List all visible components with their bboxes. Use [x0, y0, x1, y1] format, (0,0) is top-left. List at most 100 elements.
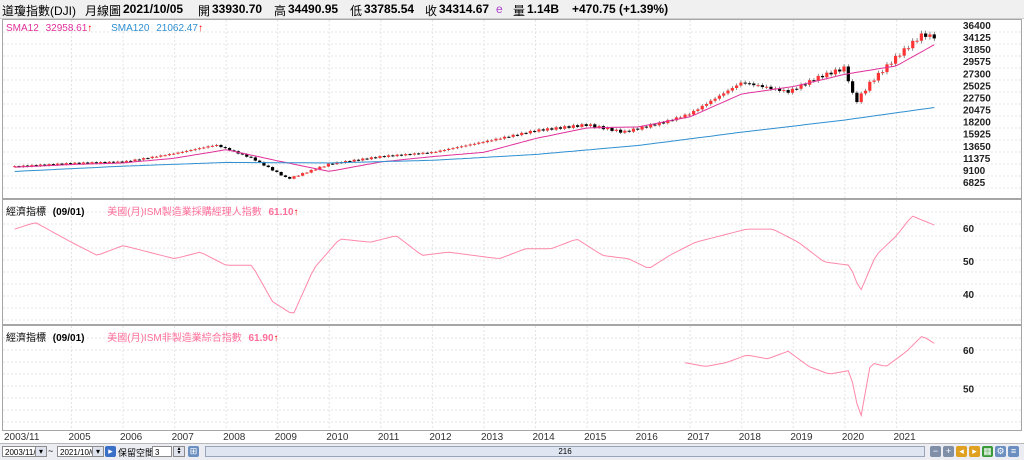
candle-body	[507, 136, 511, 138]
y-tick-label: 6825	[963, 178, 986, 189]
candle-body	[709, 100, 713, 105]
candle-body	[606, 127, 610, 130]
arrow-left-icon[interactable]: ◂	[956, 446, 967, 457]
candle-body	[485, 140, 489, 143]
y-tick-label: 27300	[963, 69, 991, 80]
candle-body	[911, 40, 915, 49]
zoom-out-icon[interactable]: −	[930, 446, 941, 457]
candle-body	[421, 152, 425, 154]
candle-body	[395, 154, 399, 157]
chevron-down-icon[interactable]: ▾	[35, 446, 47, 457]
candle-body	[631, 128, 636, 132]
y-tick-label: 60	[963, 224, 975, 235]
candle-body	[533, 130, 537, 132]
zoom-icon[interactable]: ⊞	[188, 446, 199, 457]
candle-body	[352, 159, 356, 162]
x-tick-label: 2019	[790, 432, 813, 443]
settings-icon[interactable]: ⚙	[995, 446, 1006, 457]
candle-body	[129, 160, 133, 162]
ism-arrow-icon: ↑	[273, 333, 279, 344]
grid-icon[interactable]: ▦	[982, 446, 993, 457]
candle-body	[73, 162, 77, 165]
sma12-line	[14, 44, 935, 172]
candle-body	[86, 162, 90, 164]
candle-body	[554, 127, 558, 130]
ism-legend: 經濟指標 (09/01) 美國(月)ISM非製造業綜合指數 61.90↑	[6, 329, 283, 344]
candle-body	[734, 85, 739, 88]
keep-space-spinner[interactable]: ▴ ▾	[173, 446, 185, 457]
candle-body	[408, 154, 412, 156]
y-tick-label: 31850	[963, 45, 991, 56]
change-value: +470.75 (+1.39%)	[572, 2, 669, 16]
y-tick-label: 29575	[963, 57, 991, 68]
candle-body	[717, 95, 722, 99]
time-scrollbar[interactable]: 216	[205, 446, 925, 457]
close-label: 收	[425, 4, 438, 18]
candle-body	[511, 134, 515, 137]
y-tick-label: 18200	[963, 118, 991, 129]
candle-body	[713, 98, 717, 101]
y-tick-label: 22750	[963, 93, 991, 104]
candle-body	[434, 151, 438, 153]
price-legend: SMA12 32958.61↑ SMA120 21062.47↑	[6, 23, 211, 34]
bar-count: 216	[558, 447, 572, 456]
candle-body	[292, 176, 296, 179]
candle-body	[472, 143, 477, 145]
candle-body	[210, 145, 214, 147]
y-tick-label: 25025	[963, 81, 991, 92]
candle-body	[752, 83, 756, 86]
pmi-date: (09/01)	[52, 207, 85, 218]
candle-body	[580, 124, 584, 127]
menu-icon[interactable]: ≡	[1008, 446, 1019, 457]
candle-body	[266, 165, 270, 168]
candle-body	[614, 129, 618, 131]
candle-body	[872, 80, 876, 82]
candle-body	[924, 33, 928, 37]
range-tilde: ~	[48, 446, 54, 456]
candle-body	[786, 90, 790, 93]
keep-space-input[interactable]: 3	[152, 446, 172, 457]
x-tick-label: 2008	[223, 432, 246, 443]
ism-pane[interactable]: 60 50 經濟指標 (09/01) 美國(月)ISM非製造業綜合指數 61.90…	[2, 325, 1022, 431]
candle-body	[593, 124, 597, 128]
candle-body	[361, 158, 365, 161]
price-pane[interactable]: 36400 34125 31850 29575 27300 25025 22750 20475…	[2, 19, 1022, 199]
candle-body	[142, 158, 146, 160]
candle-body	[288, 176, 292, 179]
y-tick-label: 9100	[963, 166, 986, 177]
candle-body	[232, 150, 236, 152]
candle-body	[348, 160, 352, 162]
zoom-in-icon[interactable]: +	[943, 446, 954, 457]
candle-body	[576, 125, 580, 127]
candle-body	[180, 151, 184, 153]
candle-body	[455, 147, 459, 149]
candle-body	[442, 150, 447, 152]
candle-body	[919, 33, 923, 41]
candle-body	[326, 163, 331, 167]
end-date-chevron-icon[interactable]: ▾	[92, 446, 104, 457]
title-bar: 道瓊指數(DJI) 月線圖 2021/10/05 開 33930.70 高 34…	[0, 0, 1024, 19]
candle-body	[747, 83, 752, 85]
candle-body	[726, 90, 730, 94]
candle-body	[99, 162, 103, 164]
arrow-right-icon[interactable]: ▸	[969, 446, 980, 457]
candle-body	[253, 157, 257, 161]
candle-body	[550, 128, 554, 130]
candle-body	[176, 152, 180, 154]
candle-body	[429, 152, 434, 154]
candle-body	[481, 142, 485, 144]
candle-body	[64, 163, 68, 165]
symbol-name: 道瓊指數(DJI)	[2, 4, 76, 18]
candle-body	[618, 129, 623, 133]
y-tick-label: 11375	[963, 154, 991, 165]
ism-series-name: 美國(月)ISM非製造業綜合指數	[107, 333, 242, 344]
candle-body	[258, 160, 262, 163]
candle-body	[193, 149, 197, 151]
candle-body	[893, 55, 898, 64]
pmi-pane[interactable]: 60 50 40 經濟指標 (09/01) 美國(月)ISM製造業採購經理人指數 6…	[2, 199, 1022, 325]
candle-body	[365, 158, 369, 160]
go-icon[interactable]: ▸	[105, 446, 116, 457]
pmi-legend: 經濟指標 (09/01) 美國(月)ISM製造業採購經理人指數 61.10↑	[6, 203, 303, 218]
candle-body	[159, 155, 163, 157]
x-tick-label: 2003/11	[4, 432, 40, 443]
